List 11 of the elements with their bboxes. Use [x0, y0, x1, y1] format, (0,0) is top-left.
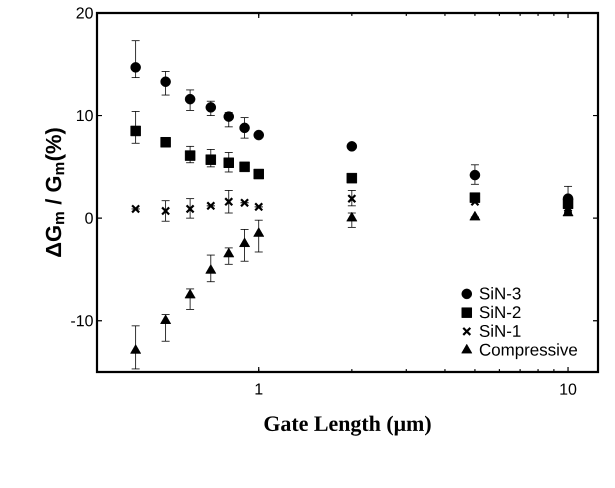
x-tick-label: 1 [256, 384, 262, 394]
y-tick-label: 0 [85, 212, 93, 224]
y-tick-label: 10 [76, 110, 93, 122]
legend-label: SiN-1 [480, 324, 520, 337]
legend-label: Compressive [480, 343, 578, 360]
y-tick-label: -10 [71, 315, 93, 326]
legend-label: SiN-3 [480, 287, 521, 300]
y-tick-label: 20 [76, 7, 93, 19]
x-axis-title: Gate Length (μm) [264, 416, 431, 436]
y-axis-title: ΔG$_{m}$ / G$_{m}$(%) [45, 128, 66, 257]
legend-label: SiN-2 [480, 306, 520, 318]
